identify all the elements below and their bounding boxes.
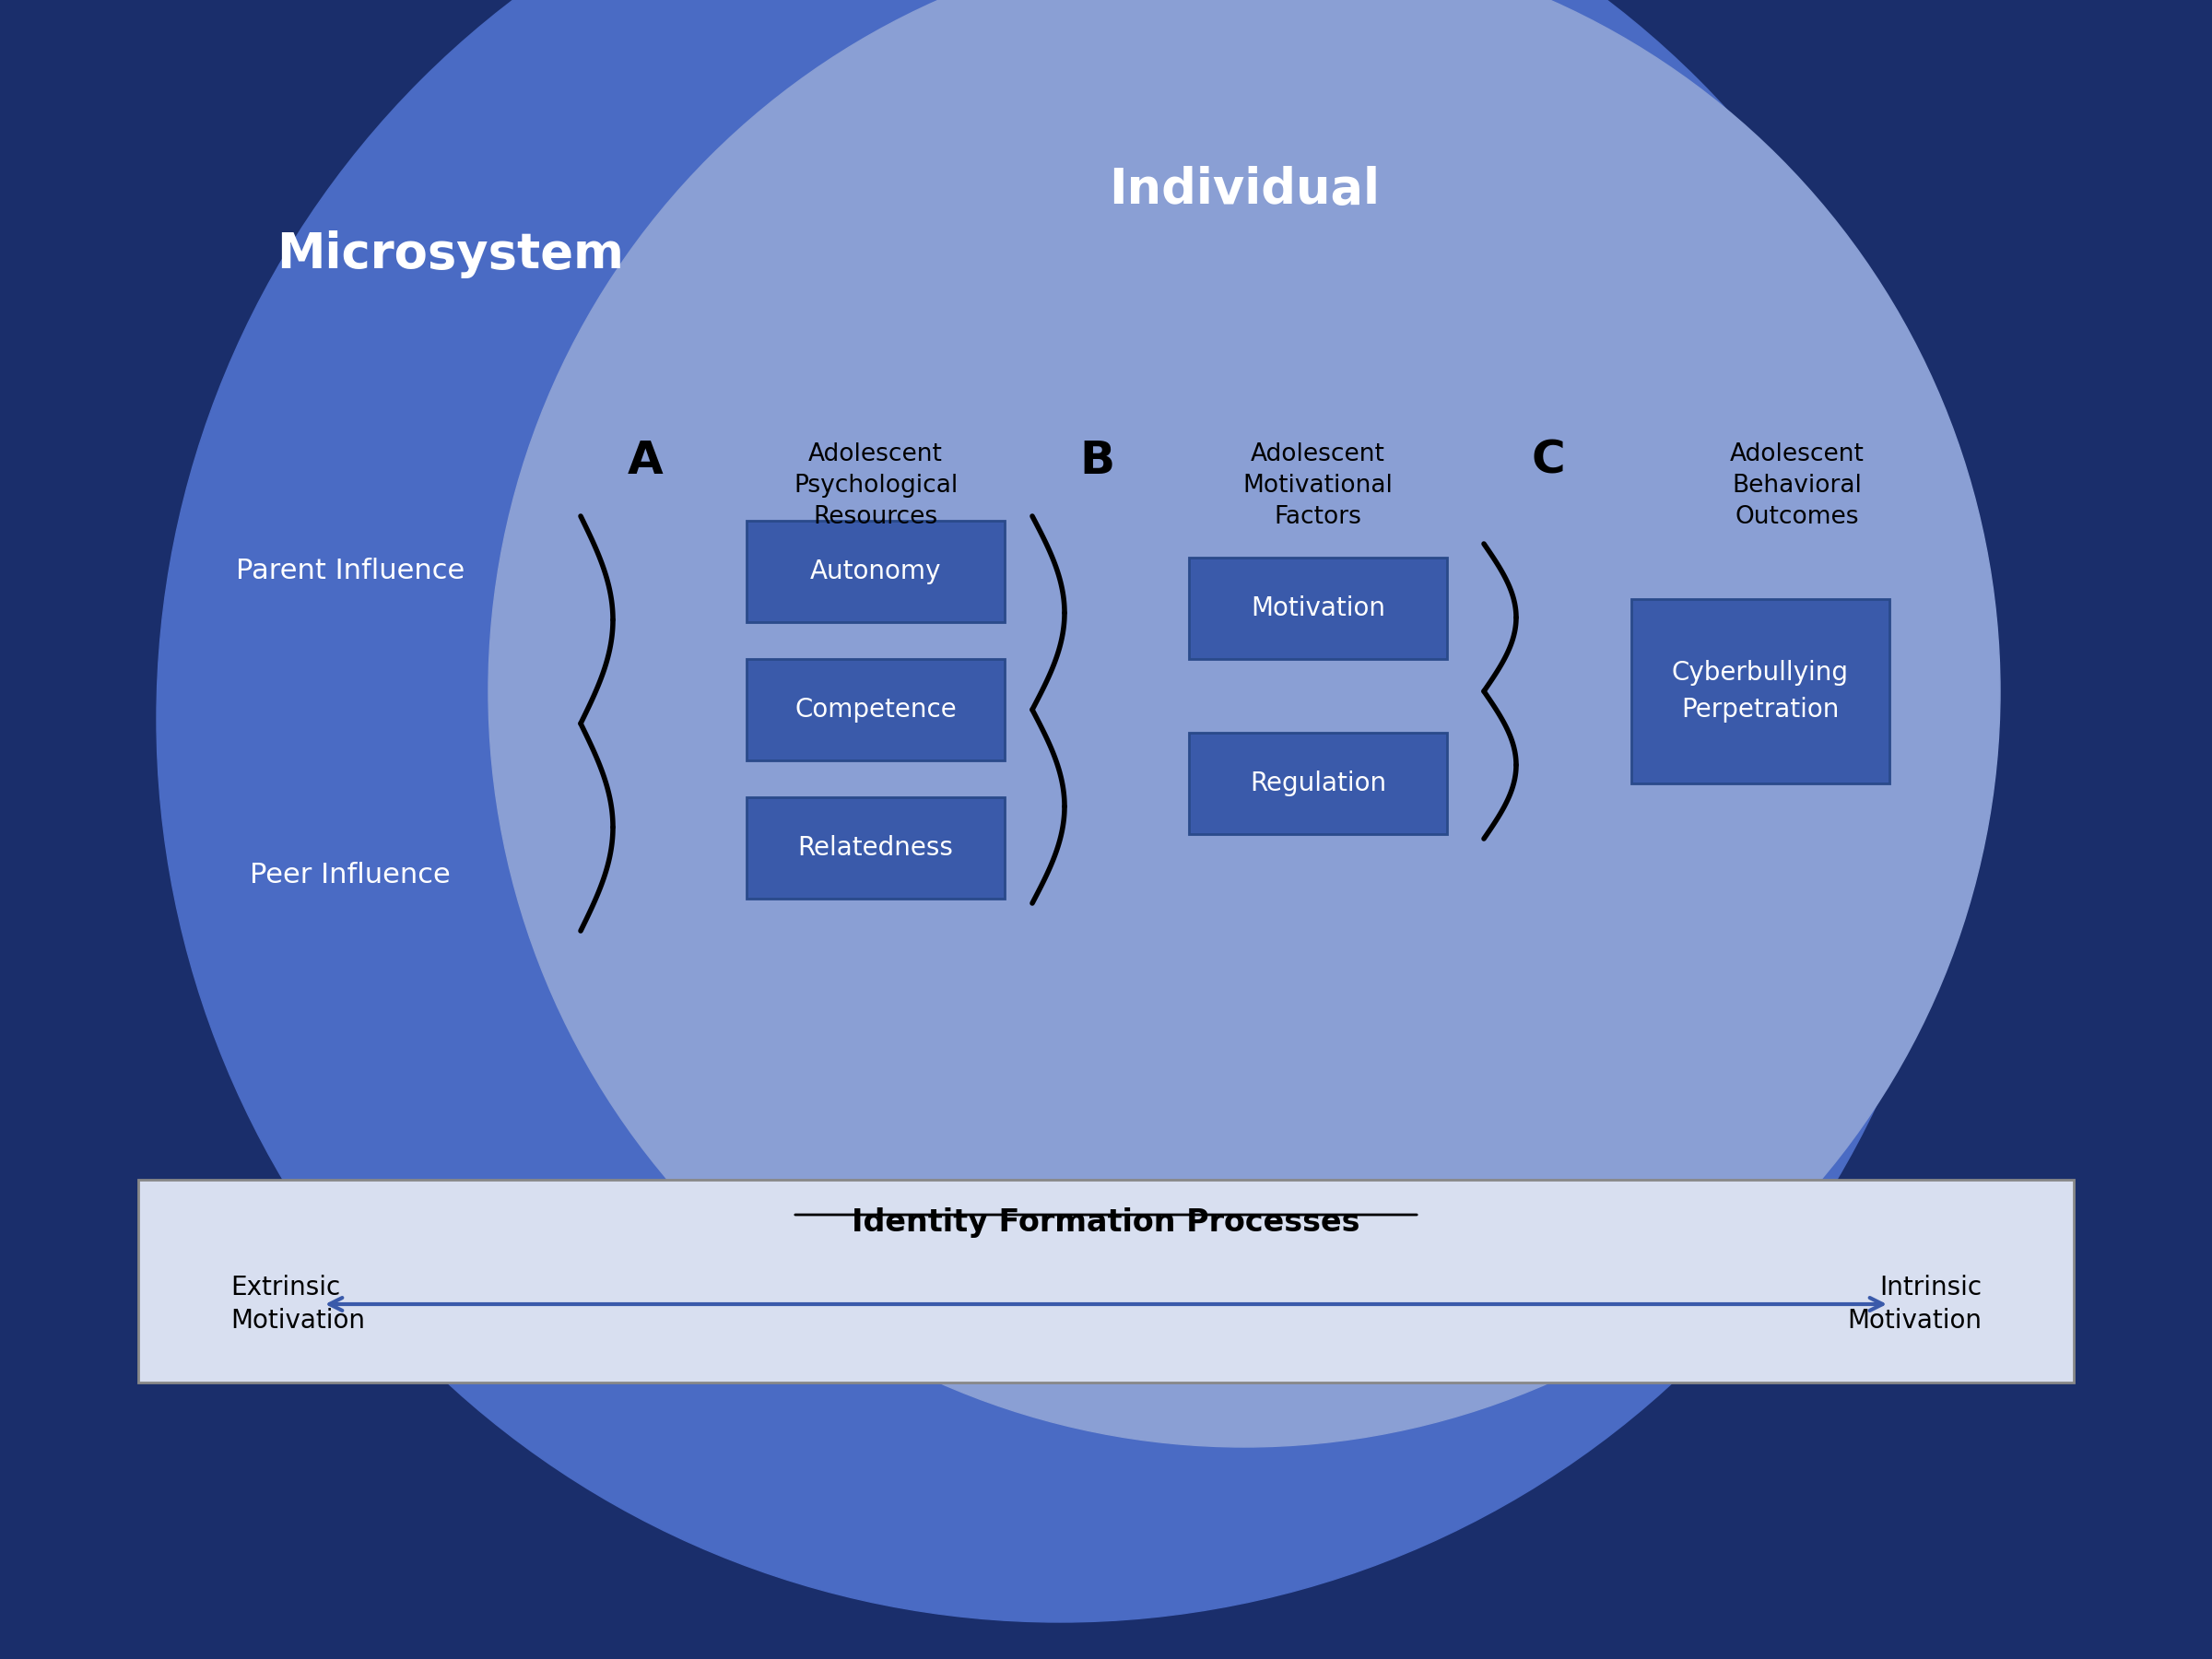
Text: Competence: Competence (794, 697, 956, 723)
Text: Individual: Individual (1108, 166, 1380, 214)
Text: Motivation: Motivation (1250, 596, 1385, 620)
Text: Identity Formation Processes: Identity Formation Processes (852, 1208, 1360, 1238)
Text: Autonomy: Autonomy (810, 559, 940, 584)
Text: Relatedness: Relatedness (799, 834, 953, 861)
FancyBboxPatch shape (1190, 557, 1447, 659)
Text: Parent Influence: Parent Influence (237, 557, 465, 586)
Text: Intrinsic
Motivation: Intrinsic Motivation (1847, 1274, 1982, 1334)
Text: Regulation: Regulation (1250, 770, 1387, 796)
Circle shape (157, 0, 1964, 1623)
FancyBboxPatch shape (748, 521, 1004, 622)
Text: B: B (1079, 438, 1115, 483)
Bar (137, 1180, 2075, 1382)
Text: Extrinsic
Motivation: Extrinsic Motivation (230, 1274, 365, 1334)
Circle shape (489, 0, 2000, 1447)
Text: C: C (1531, 438, 1566, 483)
Text: Adolescent
Behavioral
Outcomes: Adolescent Behavioral Outcomes (1730, 443, 1865, 529)
Text: A: A (628, 438, 664, 483)
Text: Microsystem: Microsystem (276, 231, 624, 279)
FancyBboxPatch shape (1190, 733, 1447, 834)
Text: Adolescent
Psychological
Resources: Adolescent Psychological Resources (794, 443, 958, 529)
FancyBboxPatch shape (748, 798, 1004, 899)
FancyBboxPatch shape (1632, 599, 1889, 783)
Text: Adolescent
Motivational
Factors: Adolescent Motivational Factors (1243, 443, 1394, 529)
Text: Peer Influence: Peer Influence (250, 863, 451, 889)
Text: Cyberbullying
Perpetration: Cyberbullying Perpetration (1672, 660, 1849, 722)
FancyBboxPatch shape (748, 659, 1004, 760)
